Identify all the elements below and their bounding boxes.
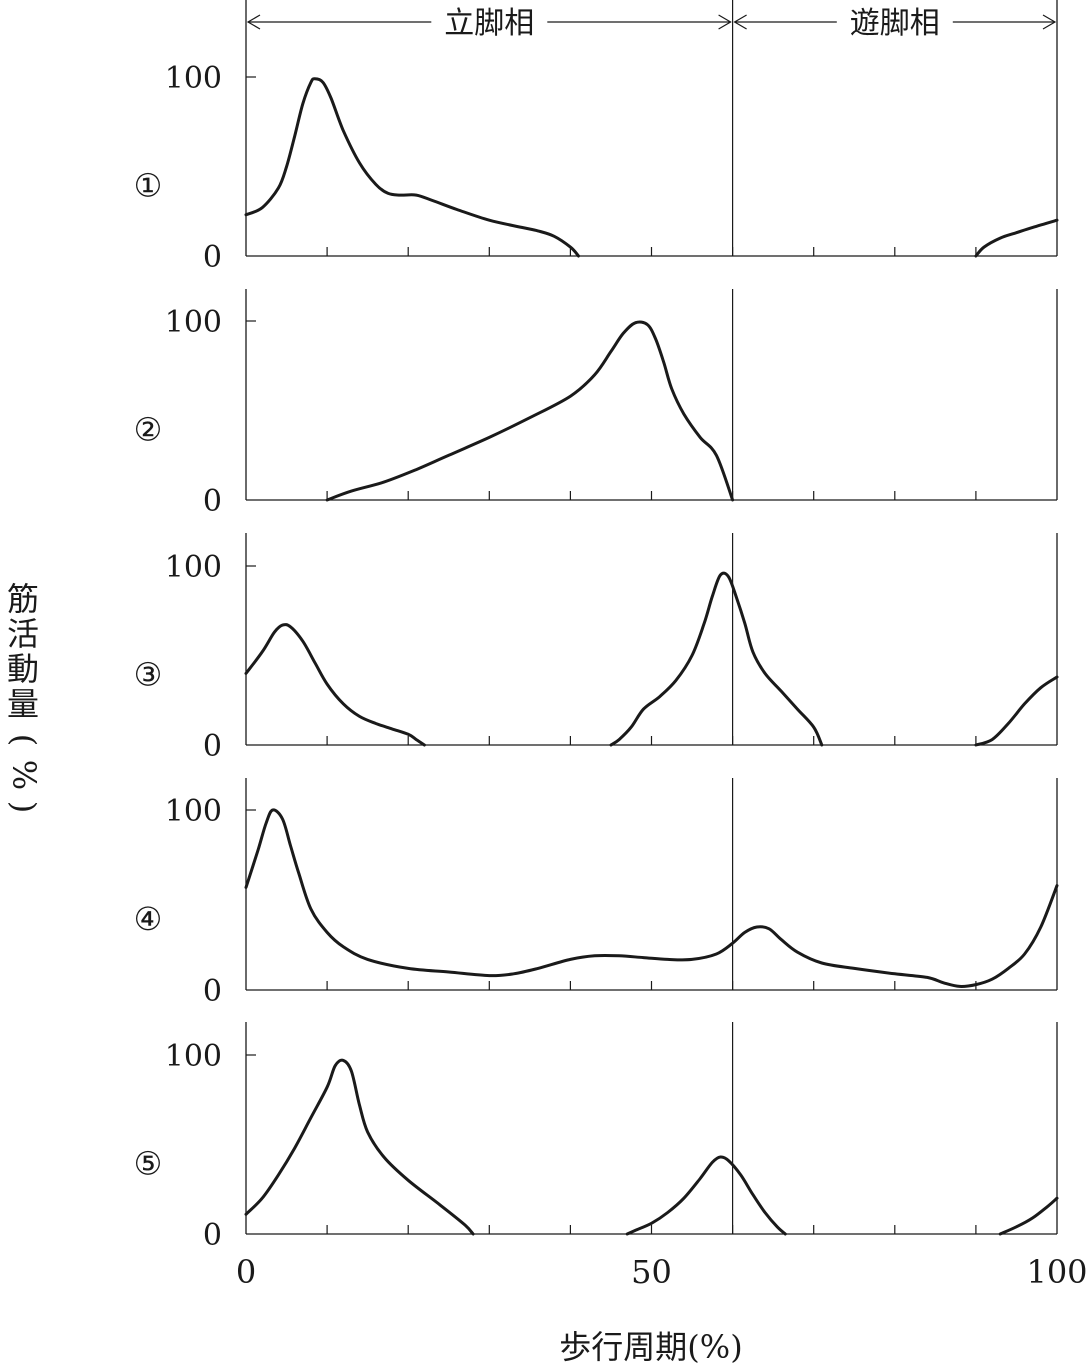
emg-curve-segment xyxy=(974,218,1059,258)
emg-curve-segment xyxy=(998,1196,1059,1236)
emg-curve-segment xyxy=(325,320,735,502)
y-tick-label: 0 xyxy=(203,974,222,1009)
panel-4: 0 100 ④ xyxy=(134,778,1059,1009)
y-tick-label: 0 xyxy=(203,729,222,764)
y-axis-title-char: 動 xyxy=(7,650,39,688)
y-tick-label: 0 xyxy=(203,240,222,275)
y-tick-label: 100 xyxy=(165,1039,222,1074)
phase-arrow-head-left xyxy=(733,14,747,30)
x-tick-label: 0 xyxy=(236,1253,256,1291)
emg-curve-segment xyxy=(625,1155,787,1236)
phase-arrow-head-right xyxy=(1042,14,1057,30)
phase-label: 立脚相 xyxy=(444,6,534,41)
phase-annotations: 立脚相 遊脚相 xyxy=(246,6,1057,41)
y-axis-title-char: 筋 xyxy=(7,580,39,618)
panel-5: 0 100 ⑤ xyxy=(134,1022,1059,1253)
panel-1: 0 100 ① xyxy=(134,0,1059,275)
panel-label: ⑤ xyxy=(134,1144,163,1182)
panel-label: ③ xyxy=(134,655,163,693)
panel-label: ① xyxy=(134,166,163,204)
emg-curve-segment xyxy=(244,1058,475,1236)
y-tick-label: 100 xyxy=(165,794,222,829)
panel-label: ④ xyxy=(134,900,163,938)
y-axis-title-char: ( xyxy=(5,734,43,746)
emg-curve-segment xyxy=(974,675,1059,747)
y-tick-label: 100 xyxy=(165,61,222,96)
x-axis-title: 歩行周期(%) xyxy=(559,1328,742,1366)
panel-label: ② xyxy=(134,410,163,448)
emg-curve-segment xyxy=(244,808,1059,988)
x-tick-labels: 0 50 100 xyxy=(236,1253,1088,1291)
y-axis-title-char: % xyxy=(5,760,43,790)
y-tick-label: 0 xyxy=(203,1218,222,1253)
y-tick-label: 100 xyxy=(165,305,222,340)
phase-label: 遊脚相 xyxy=(850,6,940,41)
y-tick-label: 0 xyxy=(203,484,222,519)
emg-curve-segment xyxy=(244,623,426,747)
x-tick-label: 100 xyxy=(1026,1253,1087,1291)
y-axis-title-char: ) xyxy=(5,801,43,813)
emg-curve-segment xyxy=(244,77,580,258)
y-tick-label: 100 xyxy=(165,550,222,585)
panel-2: 0 100 ② xyxy=(134,289,1058,519)
x-tick-label: 50 xyxy=(631,1253,672,1291)
panel-3: 0 100 ③ xyxy=(134,533,1059,764)
plot-layer: 0 100 ① 0 100 ② 0 100 ③ 0 100 ④ 0 100 ⑤ 立脚相 遊脚相 0 50 100 歩行周… xyxy=(5,0,1088,1366)
emg-curve-segment xyxy=(609,571,824,747)
phase-arrow-head-left xyxy=(246,14,261,30)
y-axis-title-char: 活 xyxy=(7,615,39,653)
phase-arrow-head-right xyxy=(718,14,732,30)
y-axis-title-char: 量 xyxy=(7,685,39,723)
